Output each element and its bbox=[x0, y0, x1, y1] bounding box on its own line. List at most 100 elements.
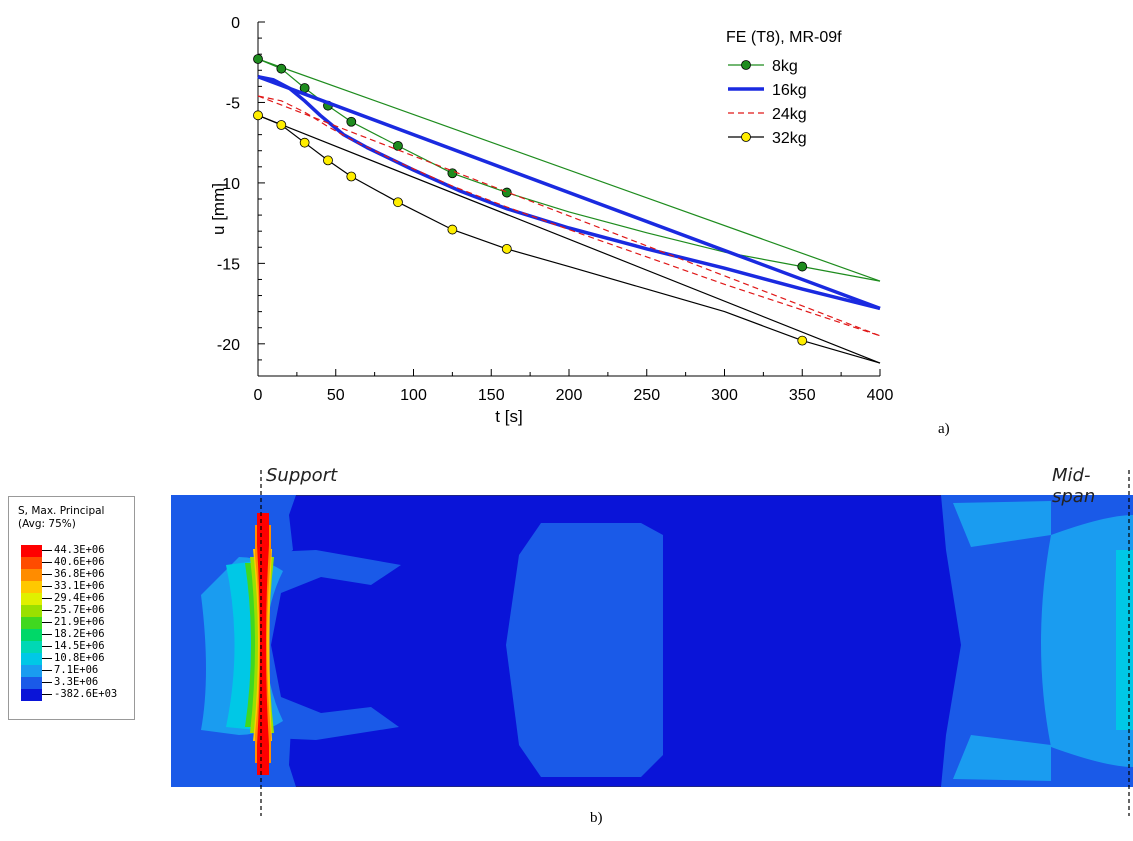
contour-level-label: -382.6E+03 bbox=[54, 688, 118, 700]
series-chord-16kg bbox=[257, 75, 881, 311]
chart-axes: 0 50 100 150 200 250 300 350 400 0 -5 -10 -15 -20 t [s… bbox=[209, 15, 893, 426]
data-point-32kg bbox=[323, 155, 333, 166]
x-tick-label: 50 bbox=[327, 387, 345, 404]
contour-level-swatch bbox=[21, 617, 42, 629]
contour-level-tick bbox=[42, 610, 52, 611]
contour-image bbox=[170, 494, 1133, 788]
data-point-8kg bbox=[346, 116, 357, 127]
contour-level-swatch bbox=[21, 641, 42, 653]
y-tick-label: 0 bbox=[231, 15, 240, 32]
contour-level-label: 18.2E+06 bbox=[54, 628, 105, 640]
data-point-32kg bbox=[797, 335, 808, 346]
x-tick-label: 150 bbox=[478, 387, 505, 404]
x-tick-label: 0 bbox=[254, 387, 263, 404]
contour-legend: S, Max. Principal (Avg: 75%) 44.3E+06 40.… bbox=[8, 496, 135, 720]
data-point-32kg bbox=[253, 110, 263, 121]
stress-contour-plot bbox=[170, 494, 1133, 788]
legend-label-24kg: 24kg bbox=[772, 106, 807, 123]
contour-level-row: 18.2E+06 bbox=[21, 628, 127, 641]
caption-b: b) bbox=[590, 810, 603, 826]
contour-legend-title: S, Max. Principal bbox=[18, 505, 105, 517]
y-tick-label: -5 bbox=[226, 95, 240, 112]
contour-level-label: 7.1E+06 bbox=[54, 664, 99, 676]
contour-level-tick bbox=[42, 574, 52, 575]
legend-label-16kg: 16kg bbox=[772, 82, 807, 99]
x-axis-title: t [s] bbox=[495, 407, 522, 426]
contour-level-tick bbox=[42, 622, 52, 623]
contour-level-row: 7.1E+06 bbox=[21, 664, 127, 677]
series-curve-16kg bbox=[257, 74, 881, 311]
contour-level-tick bbox=[42, 646, 52, 647]
y-tick-label: -10 bbox=[217, 176, 240, 193]
contour-level-label: 3.3E+06 bbox=[54, 676, 99, 688]
contour-level-tick bbox=[42, 634, 52, 635]
contour-level-swatch bbox=[21, 653, 42, 665]
contour-legend-subtitle: (Avg: 75%) bbox=[18, 518, 76, 530]
data-point-8kg bbox=[253, 54, 263, 64]
contour-level-label: 40.6E+06 bbox=[54, 556, 105, 568]
series-curve-24kg bbox=[257, 95, 881, 337]
contour-level-tick bbox=[42, 682, 52, 683]
series-chord-32kg bbox=[257, 114, 881, 364]
contour-level-row: 25.7E+06 bbox=[21, 604, 127, 617]
contour-level-row: 3.3E+06 bbox=[21, 676, 127, 689]
legend-marker-8kg bbox=[741, 60, 751, 70]
contour-level-row: 36.8E+06 bbox=[21, 568, 127, 581]
data-point-8kg bbox=[276, 63, 287, 74]
y-tick-label: -15 bbox=[217, 256, 240, 273]
contour-level-row: 33.1E+06 bbox=[21, 580, 127, 593]
data-point-8kg bbox=[393, 140, 403, 151]
x-tick-label: 200 bbox=[556, 387, 583, 404]
legend-label-8kg: 8kg bbox=[772, 58, 798, 75]
contour-level-label: 10.8E+06 bbox=[54, 652, 105, 664]
caption-a: a) bbox=[938, 421, 950, 437]
y-tick-label: -20 bbox=[217, 337, 240, 354]
contour-level-label: 21.9E+06 bbox=[54, 616, 105, 628]
contour-level-row: -382.6E+03 bbox=[21, 688, 127, 701]
data-point-8kg bbox=[501, 187, 512, 198]
contour-level-swatch bbox=[21, 665, 42, 677]
contour-level-swatch bbox=[21, 593, 42, 605]
contour-level-swatch bbox=[21, 689, 42, 701]
contour-level-swatch bbox=[21, 557, 42, 569]
data-point-32kg bbox=[447, 224, 458, 235]
contour-level-row: 14.5E+06 bbox=[21, 640, 127, 653]
data-point-32kg bbox=[276, 120, 287, 130]
y-axis-title: u [mm] bbox=[209, 183, 228, 235]
contour-level-label: 29.4E+06 bbox=[54, 592, 105, 604]
contour-level-swatch bbox=[21, 569, 42, 581]
x-tick-label: 350 bbox=[789, 387, 816, 404]
x-tick-label: 400 bbox=[867, 387, 894, 404]
contour-level-label: 14.5E+06 bbox=[54, 640, 105, 652]
legend-title: FE (T8), MR-09f bbox=[726, 29, 842, 46]
chart-legend: FE (T8), MR-09f 8kg 16kg 24kg 32kg bbox=[726, 29, 842, 147]
support-label: Support bbox=[266, 465, 338, 486]
contour-level-row: 44.3E+06 bbox=[21, 544, 127, 557]
contour-level-swatch bbox=[21, 605, 42, 617]
contour-level-swatch bbox=[21, 629, 42, 641]
data-point-32kg bbox=[346, 171, 357, 182]
midspan-label: Mid-span bbox=[1052, 465, 1096, 507]
data-point-32kg bbox=[393, 197, 403, 208]
contour-level-label: 33.1E+06 bbox=[54, 580, 105, 592]
series-chord-24kg bbox=[257, 95, 881, 337]
data-point-32kg bbox=[501, 243, 512, 254]
x-tick-label: 250 bbox=[633, 387, 660, 404]
contour-level-row: 29.4E+06 bbox=[21, 592, 127, 605]
contour-level-label: 25.7E+06 bbox=[54, 604, 105, 616]
contour-level-label: 44.3E+06 bbox=[54, 544, 105, 556]
contour-level-tick bbox=[42, 550, 52, 551]
data-point-32kg bbox=[299, 137, 310, 148]
x-tick-label: 300 bbox=[711, 387, 738, 404]
contour-level-tick bbox=[42, 598, 52, 599]
contour-level-label: 36.8E+06 bbox=[54, 568, 105, 580]
x-tick-label: 100 bbox=[400, 387, 427, 404]
contour-level-tick bbox=[42, 586, 52, 587]
data-point-8kg bbox=[797, 261, 808, 272]
legend-label-32kg: 32kg bbox=[772, 130, 807, 147]
contour-level-swatch bbox=[21, 677, 42, 689]
contour-level-swatch bbox=[21, 581, 42, 593]
contour-level-row: 10.8E+06 bbox=[21, 652, 127, 665]
legend-marker-32kg bbox=[741, 132, 751, 142]
